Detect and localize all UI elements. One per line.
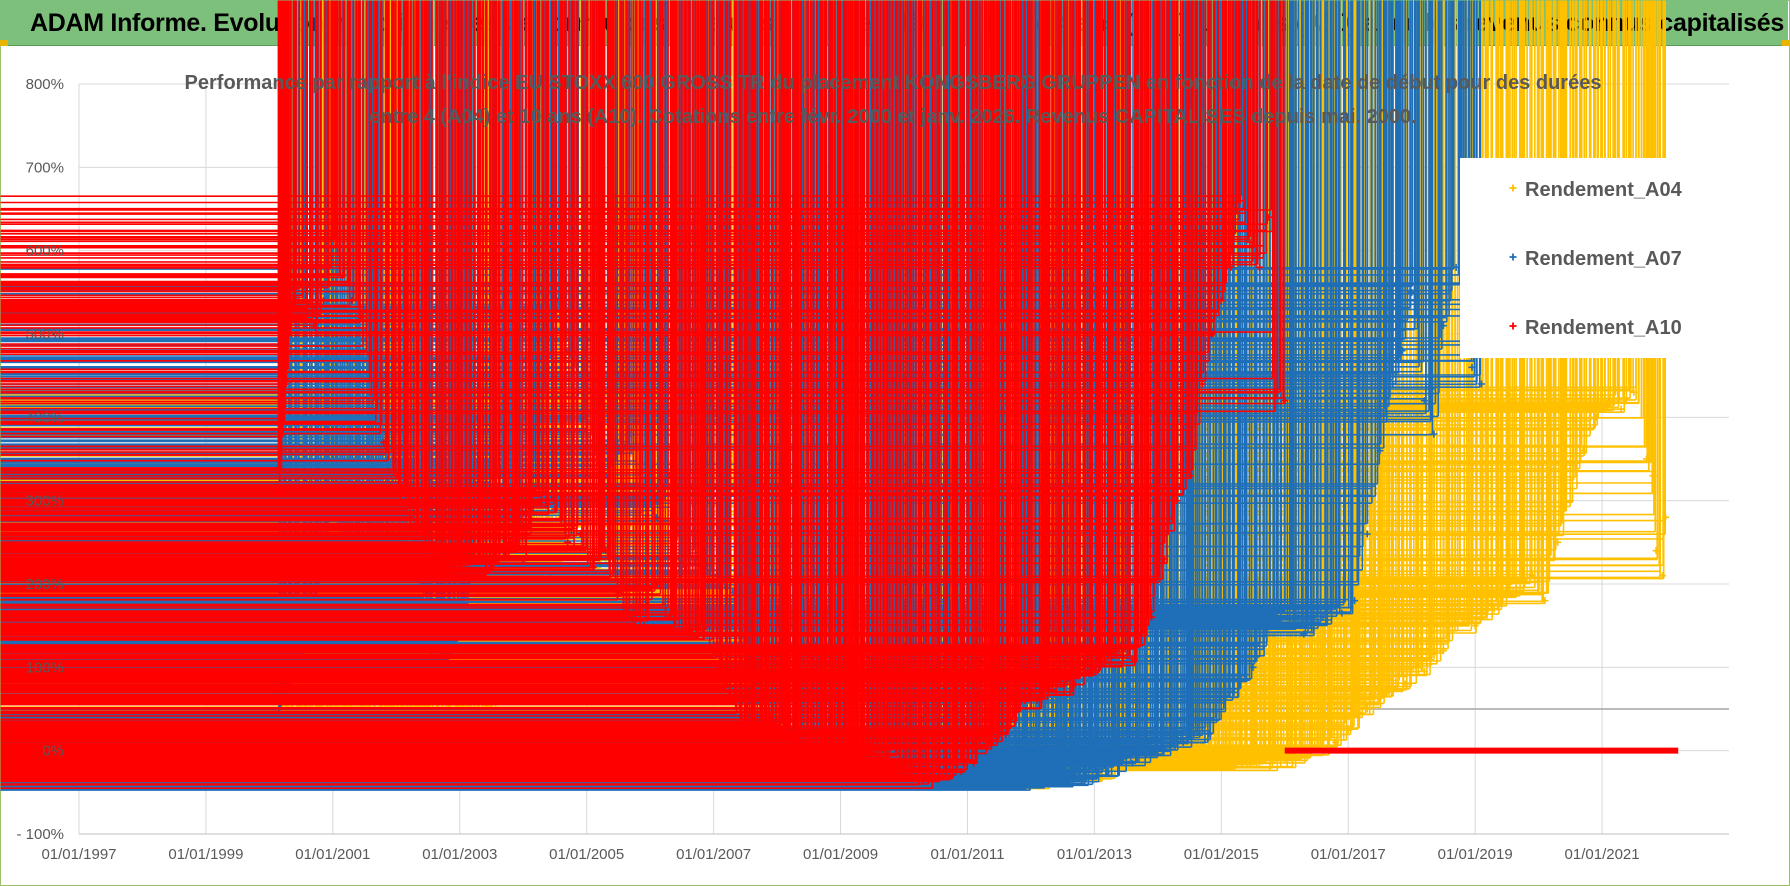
legend-item-rendement-a10: Rendement_A10 xyxy=(1509,317,1682,339)
chart-title: Performance par rapport à l'indice EU ST… xyxy=(185,72,1602,128)
legend-item-rendement-a07: Rendement_A07 xyxy=(1509,248,1682,270)
y-tick-label: - 100% xyxy=(16,826,64,843)
y-tick-label: 100% xyxy=(26,659,64,676)
series-rendement-a10 xyxy=(0,0,1289,789)
banner-corner-right xyxy=(1782,40,1790,46)
y-tick-label: 400% xyxy=(26,409,64,426)
legend-marker xyxy=(1509,184,1517,192)
legend-label: Rendement_A10 xyxy=(1525,317,1682,339)
y-tick-label: 800% xyxy=(26,76,64,93)
series-layer xyxy=(0,0,1679,791)
chart-title-line-2: entre 4 (A04) et 10 ans (A10). Cotations… xyxy=(369,106,1416,128)
y-tick-label: 0% xyxy=(42,743,64,760)
x-tick-label: 01/01/1997 xyxy=(41,846,116,863)
series-scatter-cloud xyxy=(0,0,1285,789)
legend-label: Rendement_A07 xyxy=(1525,248,1682,270)
x-tick-label: 01/01/2005 xyxy=(549,846,624,863)
legend-background xyxy=(1460,158,1730,358)
legend-label: Rendement_A04 xyxy=(1525,179,1683,201)
data-point xyxy=(1363,530,1371,538)
x-axis-ticks: 01/01/1997 01/01/1999 01/01/2001 01/01/2003… xyxy=(41,846,1639,863)
banner-corner-left xyxy=(0,40,8,46)
data-point xyxy=(1652,547,1660,555)
x-tick-label: 01/01/2009 xyxy=(803,846,878,863)
legend-item-rendement-a04: Rendement_A04 xyxy=(1509,179,1683,201)
data-point xyxy=(1255,263,1263,271)
data-point xyxy=(1249,663,1257,671)
x-tick-label: 01/01/2017 xyxy=(1311,846,1386,863)
data-point xyxy=(564,538,572,546)
x-tick-label: 01/01/2003 xyxy=(422,846,497,863)
x-tick-label: 01/01/2021 xyxy=(1565,846,1640,863)
y-tick-label: 200% xyxy=(26,576,64,593)
x-tick-label: 01/01/2001 xyxy=(295,846,370,863)
x-tick-label: 01/01/2013 xyxy=(1057,846,1132,863)
legend-marker xyxy=(1509,322,1517,330)
legend-marker xyxy=(1509,253,1517,261)
chart-title-line-1: Performance par rapport à l'indice EU ST… xyxy=(185,72,1602,94)
legend: Rendement_A04 Rendement_A07 Rendement_A10 xyxy=(1460,158,1730,358)
x-tick-label: 01/01/2011 xyxy=(930,846,1004,863)
x-tick-label: 01/01/1999 xyxy=(168,846,243,863)
x-tick-label: 01/01/2019 xyxy=(1438,846,1513,863)
y-tick-label: 300% xyxy=(26,493,64,510)
y-tick-label: 700% xyxy=(26,159,64,176)
y-tick-label: 500% xyxy=(26,326,64,343)
data-point xyxy=(1281,397,1289,405)
y-axis-ticks: - 100% 0% 100% 200% 300% 400% 500% 600% 700% 800% xyxy=(16,76,64,843)
y-tick-label: 600% xyxy=(26,243,64,260)
x-tick-label: 01/01/2015 xyxy=(1184,846,1259,863)
x-tick-label: 01/01/2007 xyxy=(676,846,751,863)
